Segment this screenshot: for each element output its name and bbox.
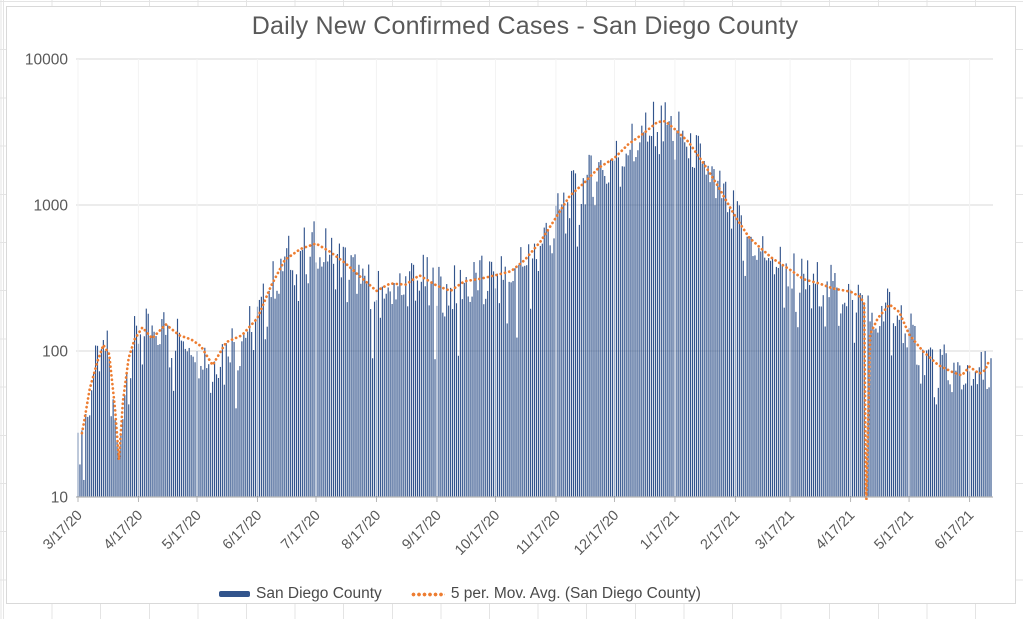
x-axis-labels: 3/17/20 4/17/20 5/17/20 6/17/20 7/17/20 8/17/…: [40, 508, 977, 559]
x-axis-label: 4/17/21: [813, 508, 859, 554]
vertical-gridline-overlays: [77, 59, 971, 496]
y-axis-label: 10: [51, 490, 69, 507]
x-axis-label: 5/17/21: [871, 508, 917, 554]
chart-title: Daily New Confirmed Cases - San Diego Co…: [251, 12, 799, 40]
y-axis-label: 100: [42, 344, 68, 361]
y-axis-labels: 10 100 1000 10000: [25, 52, 68, 507]
x-axis-label: 11/17/20: [513, 508, 563, 558]
x-axis-label: 5/17/20: [159, 508, 205, 554]
x-axis-label: 1/17/21: [637, 508, 683, 554]
moving-average-line: [80, 119, 991, 500]
x-axis-label: 6/17/21: [932, 508, 978, 554]
legend-dotted-line-swatch: [410, 591, 445, 597]
legend-label-moving-avg: 5 per. Mov. Avg. (San Diego County): [450, 585, 701, 602]
chart-legend: San Diego County 5 per. Mov. Avg. (San D…: [219, 584, 701, 604]
y-axis-label: 1000: [34, 198, 69, 215]
x-axis-label: 3/17/21: [752, 508, 798, 554]
x-axis-label: 3/17/20: [40, 508, 86, 554]
x-axis-label: 7/17/20: [278, 508, 324, 554]
x-axis-label: 4/17/20: [101, 508, 147, 554]
legend-bar-swatch: [219, 591, 250, 597]
x-axis-label: 2/17/21: [698, 508, 744, 554]
x-axis-label: 10/17/20: [452, 508, 503, 559]
vertical-gridlines: [77, 59, 971, 497]
x-axis-label: 6/17/20: [220, 508, 266, 554]
bars-series-san-diego-county: [77, 101, 992, 498]
x-axis-label: 12/17/20: [571, 508, 622, 559]
x-axis-label: 9/17/20: [399, 508, 445, 554]
legend-label-series: San Diego County: [256, 585, 382, 602]
y-axis-label: 10000: [25, 52, 68, 69]
x-axis-label: 8/17/20: [339, 508, 385, 554]
x-axis-ticks: [77, 497, 971, 502]
